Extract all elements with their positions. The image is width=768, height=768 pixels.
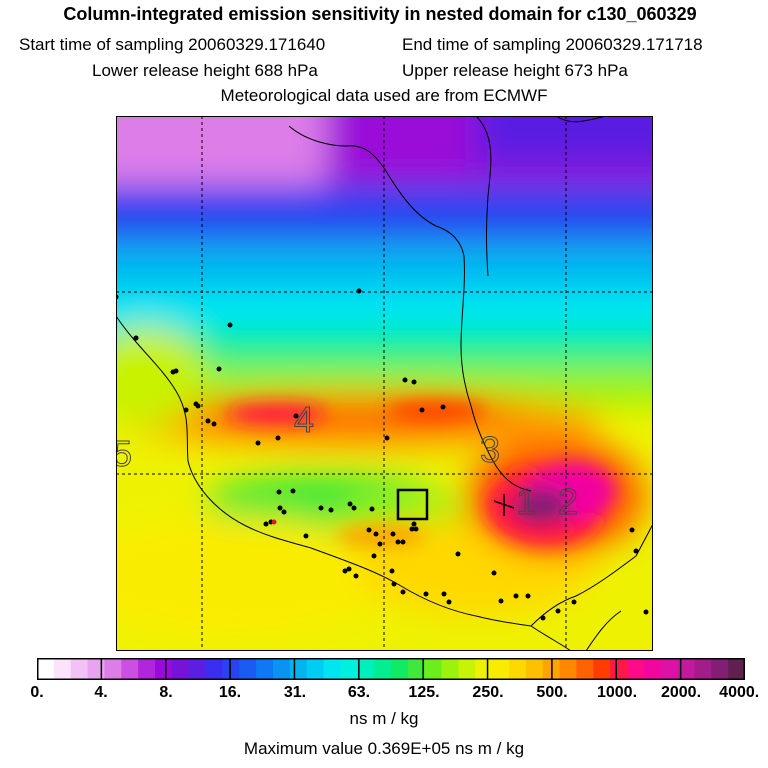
colorbar-swatch <box>593 658 611 680</box>
colorbar-swatch <box>374 658 392 680</box>
colorbar-units: ns m / kg <box>349 709 419 728</box>
colorbar-swatch <box>239 658 257 680</box>
colorbar-tick-63: 63. <box>347 684 371 701</box>
colorbar-swatch <box>104 658 122 680</box>
colorbar-tick-2000: 2000. <box>660 684 702 701</box>
colorbar-frame <box>37 658 745 680</box>
colorbar-tick-8: 8. <box>159 684 173 701</box>
colorbar-swatch <box>357 658 375 680</box>
colorbar-swatch <box>525 658 544 680</box>
colorbar-tick-4: 4. <box>94 684 108 701</box>
colorbar-swatch <box>188 658 207 680</box>
colorbar-swatch <box>441 658 460 680</box>
contour-label-4: 4 <box>294 399 314 440</box>
upper-height-label: Upper release height 673 hPa <box>402 61 628 80</box>
map-frame <box>116 116 653 651</box>
contour-label-1: 1 <box>516 481 536 522</box>
colorbar-swatch <box>70 658 89 680</box>
colorbar-swatch <box>643 658 662 680</box>
lower-height-label: Lower release height 688 hPa <box>92 61 318 80</box>
graticule <box>116 116 653 651</box>
colorbar-swatch <box>660 658 679 680</box>
contour-label-3: 3 <box>480 429 500 470</box>
colorbar-swatch <box>289 658 308 680</box>
colorbar-swatch <box>121 658 139 680</box>
colorbar-swatch <box>610 658 628 680</box>
colorbar-swatch <box>323 658 342 680</box>
colorbar-tick-250: 250. <box>472 684 504 701</box>
colorbar-swatch <box>407 658 426 680</box>
colorbar-swatch <box>677 658 696 680</box>
contour-label-5: 5 <box>116 433 132 474</box>
colorbar-swatch <box>576 658 594 680</box>
colorbar-swatch <box>694 658 712 680</box>
colorbar-swatch <box>475 658 493 680</box>
colorbar-swatch <box>424 658 443 680</box>
colorbar-swatch <box>711 658 729 680</box>
colorbar-tick-500: 500. <box>536 684 568 701</box>
colorbar-swatch <box>37 658 55 680</box>
colorbar-swatch <box>53 658 72 680</box>
contour-label-2: 2 <box>558 481 578 522</box>
colorbar-swatch <box>222 658 240 680</box>
colorbar <box>37 658 745 680</box>
colorbar-tick-31: 31. <box>283 684 307 701</box>
colorbar-tick-0: 0. <box>30 684 44 701</box>
colorbar-swatch <box>205 658 224 680</box>
colorbar-swatch <box>340 658 358 680</box>
colorbar-tick-1000: 1000. <box>596 684 638 701</box>
colorbar-swatch <box>509 658 527 680</box>
colorbar-tick-125: 125. <box>408 684 440 701</box>
colorbar-swatch <box>256 658 274 680</box>
colorbar-swatch <box>728 658 745 680</box>
colorbar-swatch <box>171 658 190 680</box>
colorbar-swatch <box>391 658 409 680</box>
map-svg: 5 4 3 1 2 <box>116 116 653 651</box>
colorbar-tick-4000: 4000. <box>719 684 760 701</box>
end-time-label: End time of sampling 20060329.171718 <box>402 35 703 54</box>
maximum-value-label: Maximum value 0.369E+05 ns m / kg <box>243 739 525 758</box>
coastlines <box>116 116 653 651</box>
colorbar-swatch <box>87 658 106 680</box>
colorbar-swatch <box>492 658 510 680</box>
sensitivity-map: 5 4 3 1 2 <box>116 116 653 651</box>
colorbar-swatch <box>627 658 645 680</box>
plot-title: Column-integrated emission sensitivity i… <box>63 4 697 24</box>
colorbar-swatch <box>559 658 578 680</box>
colorbar-tick-16: 16. <box>218 684 242 701</box>
colorbar-swatch <box>458 658 476 680</box>
met-data-label: Meteorological data used are from ECMWF <box>220 86 548 105</box>
start-time-label: Start time of sampling 20060329.171640 <box>19 35 326 54</box>
colorbar-swatch <box>306 658 325 680</box>
colorbar-swatch <box>155 658 173 680</box>
colorbar-swatch <box>273 658 291 680</box>
colorbar-swatch <box>138 658 156 680</box>
release-point-cross <box>493 494 515 516</box>
highlight-station-dot <box>271 519 277 525</box>
receptor-box <box>396 488 429 521</box>
